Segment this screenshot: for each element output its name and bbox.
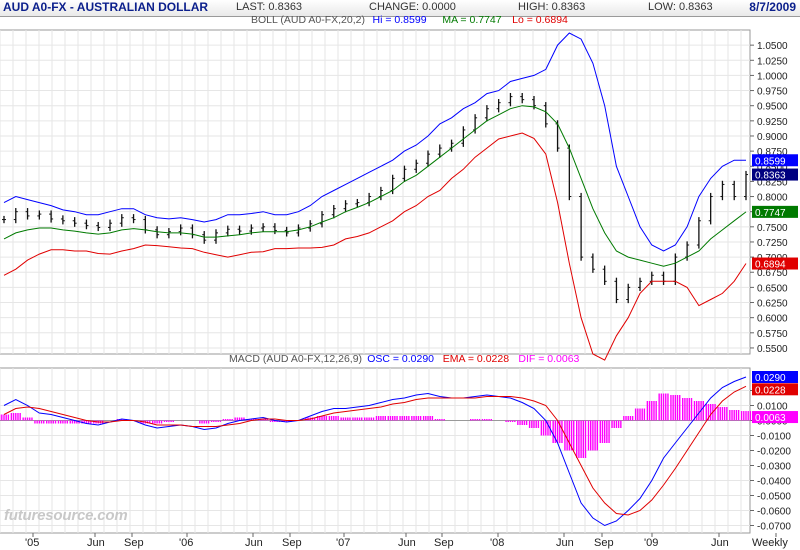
x-tick-label: Sep bbox=[594, 537, 614, 549]
value-badge bbox=[752, 205, 798, 218]
x-tick-label: Jun bbox=[87, 537, 105, 549]
futuresource-watermark: futuresource.com bbox=[4, 507, 128, 524]
y-tick-label: -0.0200 bbox=[757, 447, 791, 458]
y-tick-label: 0.7500 bbox=[757, 223, 788, 234]
value-badge-label: 0.0290 bbox=[755, 373, 786, 384]
symbol-title: AUD A0-FX - AUSTRALIAN DOLLAR bbox=[3, 0, 209, 14]
legend-entry: OSC = 0.0290 bbox=[367, 353, 434, 365]
x-tick-label: Jun bbox=[711, 537, 729, 549]
y-tick-label: 0.8000 bbox=[757, 193, 788, 204]
y-tick-label: -0.0700 bbox=[757, 522, 791, 533]
value-badge bbox=[752, 154, 798, 167]
y-tick-label: 0.5500 bbox=[757, 344, 788, 355]
x-tick-label: Sep bbox=[282, 537, 302, 549]
x-tick-label: '06 bbox=[179, 537, 194, 549]
x-axis-labels: '05 Jun Sep '06 Jun Sep '07 Jun Sep '08 Jun Sep '09 J… bbox=[0, 536, 800, 550]
legend-entry: Hi = 0.8599 bbox=[373, 14, 427, 26]
x-tick-label: '07 bbox=[336, 537, 351, 549]
legend-entry: Lo = 0.6894 bbox=[512, 14, 568, 26]
x-tick-label: Weekly bbox=[752, 537, 788, 549]
value-badge-label: 0.8599 bbox=[755, 156, 786, 167]
x-tick-label: Jun bbox=[398, 537, 416, 549]
y-tick-label: -0.0100 bbox=[757, 432, 791, 443]
boll-hi-line bbox=[3, 32, 747, 252]
value-badge-label: 0.0063 bbox=[755, 413, 786, 424]
macd-ema-line bbox=[3, 385, 747, 516]
y-tick-label: 0.6500 bbox=[757, 283, 788, 294]
boll-lo-line bbox=[3, 132, 747, 361]
value-badge-label: 0.8363 bbox=[755, 171, 786, 182]
legend-entry: EMA = 0.0228 bbox=[443, 353, 509, 365]
y-tick-label: 0.7250 bbox=[757, 238, 788, 249]
high-value: HIGH: 0.8363 bbox=[518, 1, 586, 13]
y-tick-label: -0.0500 bbox=[757, 492, 791, 503]
x-tick-label: Sep bbox=[434, 537, 454, 549]
last-price: LAST: 0.8363 bbox=[236, 1, 303, 13]
low-value: LOW: 0.8363 bbox=[648, 1, 713, 13]
y-tick-label: 0.5750 bbox=[757, 329, 788, 340]
x-tick-label: Sep bbox=[124, 537, 144, 549]
y-tick-label: -0.0400 bbox=[757, 477, 791, 488]
value-badge bbox=[752, 411, 798, 424]
legend-entry: DIF = 0.0063 bbox=[518, 353, 579, 365]
value-badge bbox=[752, 168, 798, 181]
value-badge bbox=[752, 257, 798, 270]
panel-title: MACD (AUD A0-FX,12,26,9) bbox=[229, 353, 362, 365]
x-tick-label: '08 bbox=[490, 537, 505, 549]
legend-entry: MA = 0.7747 bbox=[442, 14, 501, 26]
price-bars bbox=[2, 92, 748, 304]
panel-frame bbox=[0, 29, 751, 355]
boll-ma-line bbox=[3, 105, 747, 267]
y-tick-label: 1.0500 bbox=[757, 41, 788, 52]
macd-osc-line bbox=[3, 376, 747, 527]
y-tick-label: 0.9250 bbox=[757, 117, 788, 128]
value-badge-label: 0.7747 bbox=[755, 208, 786, 219]
value-badge-label: 0.6894 bbox=[755, 260, 786, 271]
y-tick-label: 0.9000 bbox=[757, 132, 788, 143]
y-tick-label: 1.0250 bbox=[757, 56, 788, 67]
x-tick-label: Jun bbox=[245, 537, 263, 549]
value-badge-label: 0.0228 bbox=[755, 385, 786, 396]
x-tick-label: '05 bbox=[25, 537, 40, 549]
value-badge bbox=[752, 383, 798, 396]
y-tick-label: 0.6000 bbox=[757, 314, 788, 325]
y-tick-label: 0.9500 bbox=[757, 102, 788, 113]
y-tick-label: -0.0600 bbox=[757, 507, 791, 518]
y-tick-label: 0.6750 bbox=[757, 268, 788, 279]
panel-title: BOLL (AUD A0-FX,20,2) bbox=[251, 14, 365, 26]
y-tick-label: 0.8500 bbox=[757, 162, 788, 173]
quote-date: 8/7/2009 bbox=[749, 0, 796, 14]
y-tick-label: 0.8750 bbox=[757, 147, 788, 158]
x-tick-label: Jun bbox=[556, 537, 574, 549]
value-badge bbox=[752, 371, 798, 383]
y-tick-label: 0.8250 bbox=[757, 177, 788, 188]
y-tick-label: 0.0100 bbox=[757, 402, 788, 413]
y-tick-label: -0.0300 bbox=[757, 462, 791, 473]
y-tick-label: 1.0000 bbox=[757, 71, 788, 82]
y-tick-label: 0.9750 bbox=[757, 87, 788, 98]
chart-header: AUD A0-FX - AUSTRALIAN DOLLAR LAST: 0.83… bbox=[0, 0, 800, 17]
change-value: CHANGE: 0.0000 bbox=[369, 1, 456, 13]
x-tick-label: '09 bbox=[644, 537, 659, 549]
y-tick-label: 0.6250 bbox=[757, 299, 788, 310]
